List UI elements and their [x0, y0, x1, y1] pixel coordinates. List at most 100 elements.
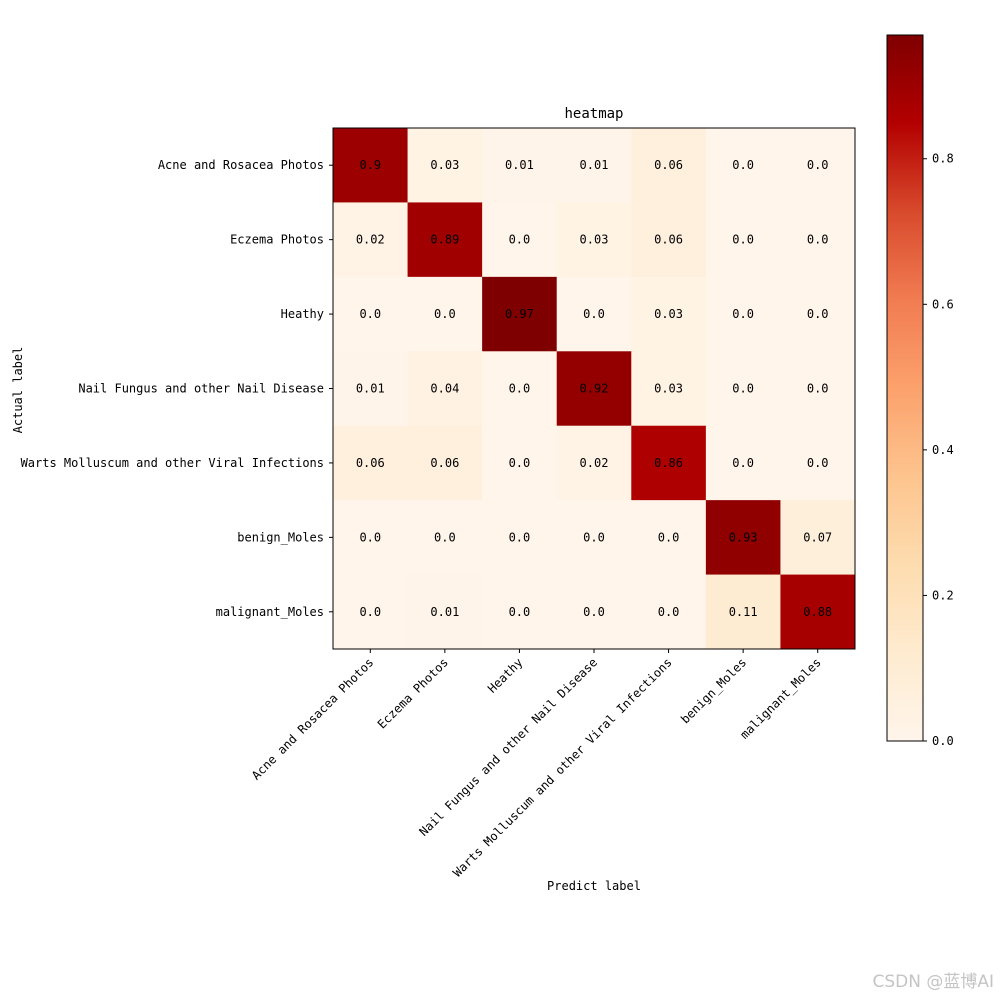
heatmap-cell — [407, 202, 483, 278]
y-tick-label: benign_Moles — [237, 530, 324, 544]
heatmap-cell — [705, 425, 781, 501]
heatmap-cell — [482, 351, 558, 427]
heatmap-cell — [333, 276, 409, 352]
y-tick-label: Eczema Photos — [230, 233, 324, 247]
chart-title: heatmap — [564, 106, 623, 122]
cell-value-label: 0.03 — [580, 233, 609, 247]
heatmap-cell — [705, 128, 781, 203]
cell-value-label: 0.0 — [732, 382, 754, 396]
heatmap-cell — [780, 574, 856, 650]
heatmap-cell — [333, 351, 409, 427]
heatmap-cell — [631, 202, 707, 278]
heatmap-cell — [482, 276, 558, 352]
cell-value-label: 0.03 — [430, 158, 459, 172]
y-tick-label: Nail Fungus and other Nail Disease — [78, 382, 324, 396]
y-tick-label: Heathy — [281, 307, 324, 321]
cell-value-label: 0.03 — [654, 307, 683, 321]
cell-value-label: 0.0 — [583, 307, 605, 321]
heatmap-cell — [631, 500, 707, 576]
heatmap-cell — [482, 500, 558, 576]
colorbar — [886, 34, 924, 742]
y-tick-label: Acne and Rosacea Photos — [158, 158, 324, 172]
heatmap-cell — [631, 351, 707, 427]
cell-value-label: 0.0 — [359, 307, 381, 321]
cell-value-label: 0.01 — [430, 605, 459, 619]
cell-value-label: 0.01 — [505, 158, 534, 172]
cell-value-label: 0.0 — [807, 233, 829, 247]
cell-value-label: 0.0 — [434, 307, 456, 321]
cell-value-label: 0.89 — [430, 233, 459, 247]
watermark: CSDN @蓝博AI — [872, 972, 994, 992]
heatmap-cell — [482, 425, 558, 501]
heatmap-cell — [556, 276, 632, 352]
heatmap-cell — [780, 128, 856, 203]
x-axis-label: Predict label — [547, 879, 641, 893]
cell-value-label: 0.0 — [807, 456, 829, 470]
cell-value-label: 0.02 — [356, 233, 385, 247]
heatmap-cell — [631, 425, 707, 501]
heatmap-cell — [482, 202, 558, 278]
heatmap-cell — [407, 276, 483, 352]
heatmap-cell — [333, 202, 409, 278]
heatmap-cell-labels: 0.9 0.03 0.01 0.01 0.06 0.0 0.0 0.02 0.89 0.0 0.03… — [356, 158, 832, 619]
cell-value-label: 0.0 — [359, 605, 381, 619]
heatmap-cell — [407, 425, 483, 501]
cell-value-label: 0.0 — [658, 530, 680, 544]
heatmap-cells — [333, 128, 856, 650]
heatmap-cell — [705, 202, 781, 278]
heatmap-cell — [705, 500, 781, 576]
cell-value-label: 0.0 — [509, 233, 531, 247]
y-tick-label: Warts Molluscum and other Viral Infectio… — [21, 456, 324, 470]
colorbar-tick-label: 0.2 — [932, 588, 954, 602]
x-tick-label: Acne and Rosacea Photos — [249, 655, 376, 782]
colorbar-tick-label: 0.4 — [932, 443, 954, 457]
heatmap-cell — [780, 425, 856, 501]
heatmap-cell — [631, 128, 707, 203]
cell-value-label: 0.0 — [732, 307, 754, 321]
cell-value-label: 0.0 — [509, 605, 531, 619]
heatmap-cell — [333, 425, 409, 501]
cell-value-label: 0.0 — [732, 456, 754, 470]
heatmap-cell — [333, 500, 409, 576]
cell-value-label: 0.9 — [359, 158, 381, 172]
x-tick-label: malignant_Moles — [737, 655, 824, 742]
heatmap-cell — [705, 351, 781, 427]
heatmap-cell — [407, 351, 483, 427]
cell-value-label: 0.06 — [430, 456, 459, 470]
heatmap-cell — [780, 500, 856, 576]
cell-value-label: 0.01 — [356, 382, 385, 396]
cell-value-label: 0.93 — [729, 530, 758, 544]
cell-value-label: 0.97 — [505, 307, 534, 321]
cell-value-label: 0.11 — [729, 605, 758, 619]
cell-value-label: 0.0 — [583, 605, 605, 619]
cell-value-label: 0.03 — [654, 382, 683, 396]
y-tick-label: malignant_Moles — [216, 605, 324, 619]
x-tick-label: benign_Moles — [678, 655, 749, 726]
heatmap-cell — [333, 574, 409, 650]
cell-value-label: 0.04 — [430, 382, 459, 396]
heatmap-cell — [407, 128, 483, 203]
heatmap-cell — [780, 202, 856, 278]
cell-value-label: 0.01 — [580, 158, 609, 172]
cell-value-label: 0.0 — [434, 530, 456, 544]
cell-value-label: 0.0 — [583, 530, 605, 544]
heatmap-cell — [780, 351, 856, 427]
y-axis-label: Actual label — [11, 347, 25, 434]
x-tick-label: Eczema Photos — [375, 655, 451, 731]
cell-value-label: 0.86 — [654, 456, 683, 470]
cell-value-label: 0.0 — [509, 530, 531, 544]
cell-value-label: 0.06 — [356, 456, 385, 470]
heatmap-cell — [482, 574, 558, 650]
heatmap-cell — [556, 574, 632, 650]
cell-value-label: 0.0 — [658, 605, 680, 619]
y-axis-ticks: Acne and Rosacea Photos Eczema Photos Heat… — [21, 158, 333, 619]
colorbar-ticks: 0.0 0.2 0.4 0.6 0.8 — [923, 152, 954, 748]
cell-value-label: 0.0 — [732, 233, 754, 247]
heatmap-cell — [780, 276, 856, 352]
heatmap-cell — [556, 128, 632, 203]
heatmap-cell — [556, 351, 632, 427]
heatmap-cell — [556, 202, 632, 278]
cell-value-label: 0.88 — [803, 605, 832, 619]
heatmap-cell — [705, 574, 781, 650]
